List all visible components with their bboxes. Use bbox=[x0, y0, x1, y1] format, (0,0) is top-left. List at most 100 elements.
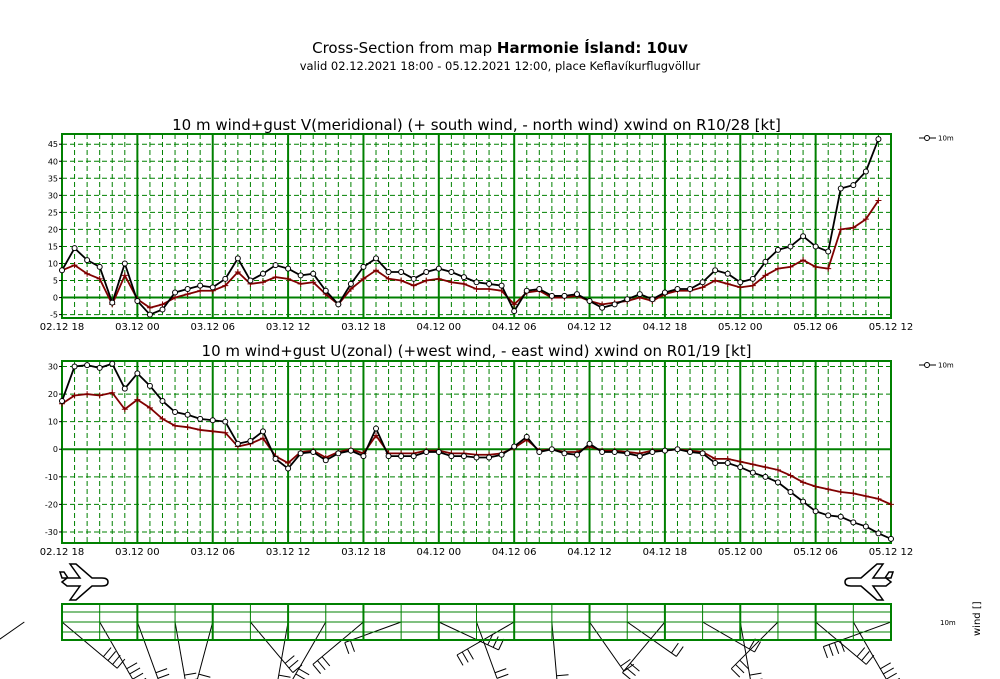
data-point-gust bbox=[84, 391, 91, 398]
data-point-10m bbox=[536, 449, 543, 455]
data-point-10m bbox=[259, 270, 266, 277]
data-point-10m bbox=[523, 287, 530, 294]
data-point-10m bbox=[486, 280, 493, 287]
wind-barb-feather bbox=[822, 646, 828, 659]
data-point-10m bbox=[636, 291, 643, 298]
wind-barb-feather bbox=[620, 658, 631, 667]
x-tick-label: 03.12 18 bbox=[341, 547, 386, 558]
wind-barb-feather bbox=[155, 668, 168, 674]
data-point-10m bbox=[272, 455, 279, 462]
main-title-bold: Harmonie Ísland: 10uv bbox=[496, 39, 688, 57]
wind-barb-feather bbox=[344, 642, 350, 654]
wind-barb-staff bbox=[702, 621, 755, 653]
data-point-10m bbox=[749, 469, 756, 476]
data-point-10m bbox=[96, 364, 103, 371]
data-point-gust bbox=[737, 458, 744, 465]
x-tick-label: 04.12 12 bbox=[567, 322, 612, 333]
data-point-10m bbox=[599, 449, 606, 455]
data-point-gust bbox=[473, 286, 480, 293]
data-point-gust bbox=[96, 392, 103, 399]
wind-barb-feather bbox=[749, 672, 762, 676]
data-point-10m bbox=[310, 449, 317, 455]
data-point-10m bbox=[398, 269, 405, 275]
data-point-10m bbox=[774, 479, 781, 486]
data-point-10m bbox=[875, 530, 882, 537]
data-point-gust bbox=[850, 490, 857, 497]
data-point-gust bbox=[234, 269, 241, 275]
wind-barb-feather bbox=[496, 673, 509, 679]
wind-barb-feather bbox=[622, 672, 631, 679]
data-point-gust bbox=[134, 396, 141, 403]
data-point-gust bbox=[184, 291, 191, 298]
wind-barb-feather bbox=[112, 654, 121, 665]
data-point-gust bbox=[184, 424, 191, 431]
legend-label: 10m bbox=[938, 362, 954, 370]
x-tick-label: 04.12 00 bbox=[417, 322, 462, 333]
data-point-gust bbox=[712, 277, 719, 284]
x-tick-label: 05.12 12 bbox=[869, 322, 914, 333]
data-point-gust bbox=[373, 267, 380, 274]
data-point-gust bbox=[146, 404, 153, 411]
data-point-10m bbox=[712, 460, 719, 467]
data-point-10m bbox=[335, 301, 342, 308]
wind-barb-feather bbox=[556, 674, 569, 677]
wind-barb-staff bbox=[61, 621, 118, 669]
wind-barb-feather bbox=[116, 658, 126, 669]
data-point-gust bbox=[259, 435, 266, 442]
data-point-gust bbox=[385, 275, 392, 282]
x-tick-label: 05.12 00 bbox=[718, 547, 763, 558]
x-tick-label: 05.12 06 bbox=[793, 322, 838, 333]
data-point-10m bbox=[586, 440, 593, 447]
x-tick-label: 03.12 18 bbox=[341, 322, 386, 333]
wind-barb-staff bbox=[438, 621, 499, 651]
data-point-gust bbox=[222, 429, 229, 436]
data-point-gust bbox=[774, 466, 781, 473]
data-point-gust bbox=[159, 301, 166, 308]
data-point-gust bbox=[285, 460, 292, 467]
data-point-10m bbox=[159, 306, 166, 313]
wind-barb-feather bbox=[629, 662, 640, 672]
legend-marker bbox=[924, 135, 930, 141]
data-point-10m bbox=[850, 182, 857, 189]
data-point-10m bbox=[611, 449, 618, 455]
x-tick-label: 03.12 00 bbox=[115, 547, 160, 558]
data-point-10m bbox=[347, 447, 354, 454]
data-point-10m bbox=[347, 280, 354, 287]
data-point-10m bbox=[511, 443, 518, 450]
wind-barb-staff bbox=[277, 621, 289, 679]
wind-barb-staff bbox=[99, 621, 134, 679]
legend-marker bbox=[924, 362, 930, 368]
data-point-10m bbox=[812, 243, 819, 250]
data-point-gust bbox=[460, 280, 467, 287]
data-point-10m bbox=[712, 267, 719, 274]
data-point-10m bbox=[335, 450, 342, 457]
data-point-gust bbox=[511, 301, 518, 308]
data-point-10m bbox=[184, 411, 191, 418]
data-point-gust bbox=[862, 216, 869, 223]
wind-barb-staff bbox=[196, 621, 214, 679]
y-tick-label: 20 bbox=[48, 225, 58, 234]
x-tick-label: 04.12 18 bbox=[643, 547, 688, 558]
data-point-gust bbox=[222, 282, 229, 289]
data-point-10m bbox=[737, 464, 744, 471]
wind-barb-feather bbox=[865, 654, 875, 665]
data-point-10m bbox=[209, 417, 216, 424]
x-tick-label: 04.12 00 bbox=[417, 547, 462, 558]
wind-barb-staff bbox=[250, 621, 294, 673]
wind-barb-feather bbox=[739, 659, 749, 670]
data-point-10m bbox=[674, 286, 681, 293]
y-tick-label: 0 bbox=[53, 294, 58, 303]
wind-barb-feather bbox=[730, 668, 741, 678]
data-point-10m bbox=[850, 519, 857, 526]
data-point-10m bbox=[109, 299, 116, 306]
barb-frame bbox=[61, 603, 892, 641]
data-point-10m bbox=[888, 535, 894, 542]
x-tick-label: 05.12 12 bbox=[869, 547, 914, 558]
wind-barb-staff bbox=[0, 621, 25, 640]
barb-axis-label: wind [] bbox=[972, 601, 983, 636]
data-point-gust bbox=[347, 286, 354, 293]
series-line-gust bbox=[61, 199, 880, 309]
wind-barb-feather bbox=[129, 667, 141, 675]
chart-panel-2: 10 m wind+gust U(zonal) (+west wind, - e… bbox=[40, 342, 954, 558]
wind-barb-feather bbox=[132, 672, 144, 679]
